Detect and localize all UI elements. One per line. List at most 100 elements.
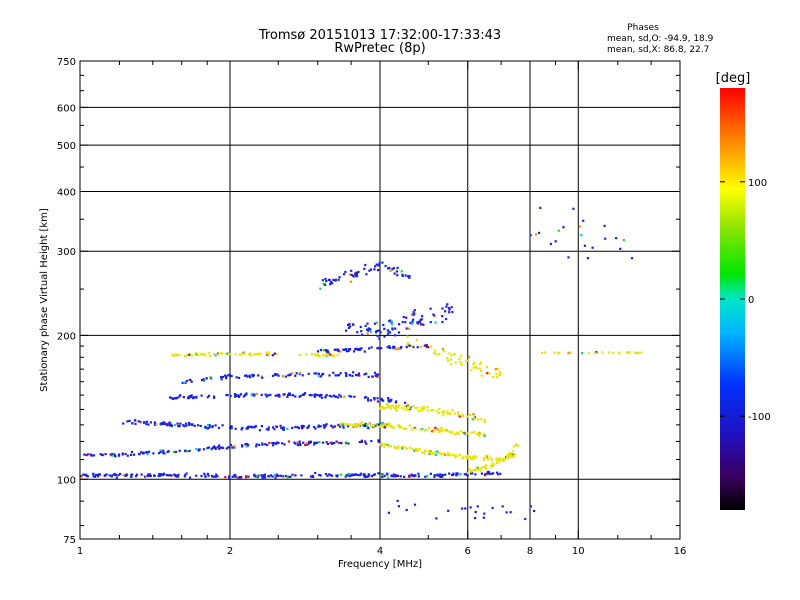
data-point <box>349 280 352 283</box>
data-point <box>387 476 390 479</box>
data-point <box>385 425 389 428</box>
data-point <box>388 345 391 348</box>
data-points <box>80 206 643 521</box>
data-point <box>185 379 188 382</box>
data-point <box>133 453 136 456</box>
data-point <box>377 440 380 443</box>
data-point <box>403 408 406 411</box>
data-point <box>485 365 488 368</box>
data-point <box>307 424 310 427</box>
data-point <box>395 409 398 412</box>
data-point <box>326 442 329 446</box>
data-point <box>347 348 350 351</box>
data-point <box>604 237 607 240</box>
data-point <box>261 443 264 446</box>
data-point <box>439 473 442 476</box>
data-point <box>389 269 392 272</box>
data-point <box>192 396 195 399</box>
data-point <box>159 474 162 477</box>
data-point <box>340 473 343 476</box>
data-point <box>479 370 482 373</box>
data-point <box>495 457 498 460</box>
data-point <box>340 441 343 444</box>
data-point <box>477 418 480 421</box>
data-point <box>421 409 424 412</box>
data-point <box>401 274 404 277</box>
data-point <box>328 473 331 476</box>
data-point <box>213 445 216 448</box>
data-point <box>387 399 390 402</box>
data-point <box>233 445 236 448</box>
data-point <box>89 453 92 456</box>
data-point <box>207 446 210 449</box>
data-point <box>375 263 378 266</box>
data-point <box>363 267 366 270</box>
data-point <box>441 347 444 351</box>
data-point <box>332 371 335 374</box>
data-point <box>378 347 381 350</box>
data-point <box>388 331 392 334</box>
data-point <box>344 270 347 273</box>
data-point <box>374 331 378 334</box>
data-point <box>492 463 495 466</box>
data-point <box>438 353 441 356</box>
data-point <box>533 509 536 513</box>
data-point <box>372 473 375 476</box>
data-point <box>473 469 476 472</box>
data-point <box>247 444 250 447</box>
data-point <box>471 458 474 461</box>
data-point <box>459 354 463 357</box>
data-point <box>450 354 453 357</box>
data-point <box>336 396 340 399</box>
data-point <box>407 341 410 345</box>
data-point <box>343 395 346 398</box>
data-point <box>375 423 378 426</box>
data-point <box>337 374 341 377</box>
data-point <box>349 325 352 328</box>
data-point <box>331 354 334 357</box>
x-tick-label: 16 <box>674 546 687 557</box>
colorbar-tick-label: 100 <box>748 178 767 189</box>
data-point <box>562 226 565 229</box>
data-point <box>383 335 386 338</box>
data-point <box>361 333 364 336</box>
data-point <box>211 475 214 478</box>
data-point <box>458 454 461 457</box>
data-point <box>354 373 358 377</box>
data-point <box>208 394 211 397</box>
data-point <box>267 475 270 478</box>
data-point <box>218 447 221 450</box>
data-point <box>438 408 441 411</box>
data-point <box>488 472 491 475</box>
data-point <box>489 465 492 468</box>
data-point <box>378 262 381 265</box>
data-point <box>339 350 342 353</box>
data-point <box>237 376 241 379</box>
data-point <box>333 348 336 351</box>
data-point <box>374 424 377 427</box>
data-point <box>512 445 515 448</box>
data-point <box>466 474 469 477</box>
data-point <box>379 331 382 334</box>
data-point <box>332 278 335 282</box>
data-point <box>429 472 432 475</box>
data-point <box>380 347 383 350</box>
data-point <box>229 443 233 447</box>
data-point <box>471 418 474 421</box>
data-point <box>405 327 408 330</box>
data-point <box>325 441 328 444</box>
data-point <box>271 354 274 357</box>
data-point <box>628 351 631 354</box>
data-point <box>324 396 327 399</box>
data-point <box>455 432 458 435</box>
data-point <box>398 426 401 429</box>
data-point <box>263 473 266 476</box>
data-point <box>387 445 390 448</box>
data-point <box>199 352 202 356</box>
data-point <box>354 274 357 277</box>
data-point <box>448 352 451 355</box>
data-point <box>318 473 321 477</box>
data-point <box>184 422 188 425</box>
data-point <box>389 425 392 428</box>
